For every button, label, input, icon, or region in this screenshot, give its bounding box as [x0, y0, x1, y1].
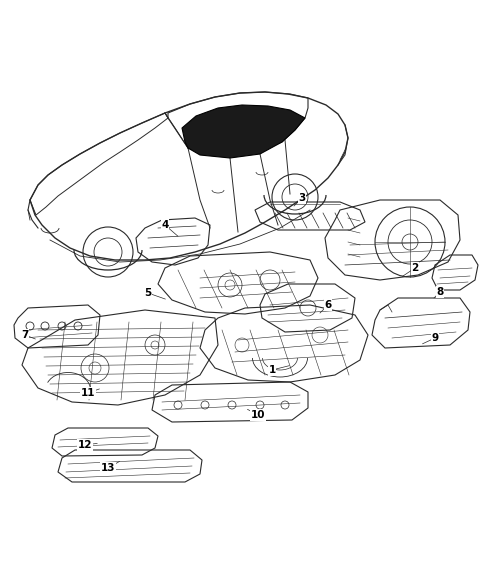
- Polygon shape: [182, 105, 305, 158]
- Text: 11: 11: [81, 388, 95, 398]
- Text: 4: 4: [161, 220, 168, 230]
- Text: 2: 2: [411, 263, 419, 273]
- Text: 13: 13: [101, 463, 115, 473]
- Text: 6: 6: [324, 300, 332, 310]
- Text: 5: 5: [144, 288, 152, 298]
- Text: 3: 3: [299, 193, 306, 203]
- Text: 1: 1: [268, 365, 276, 375]
- Text: 12: 12: [78, 440, 92, 450]
- Text: 8: 8: [436, 287, 444, 297]
- Text: 7: 7: [21, 330, 29, 340]
- Text: 10: 10: [251, 410, 265, 420]
- Text: 9: 9: [432, 333, 439, 343]
